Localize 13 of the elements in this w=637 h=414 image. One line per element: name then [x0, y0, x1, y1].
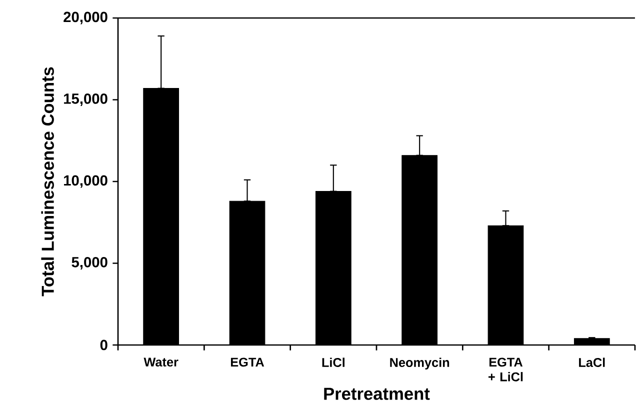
y-tick-label: 10,000	[64, 175, 108, 188]
x-tick-label: LaCl	[579, 358, 605, 368]
y-tick-label: 0	[100, 340, 108, 350]
x-tick-label: EGTA	[230, 358, 264, 367]
y-axis-title: Total Luminescence Counts	[41, 67, 54, 296]
y-tick-label: 15,000	[64, 94, 108, 106]
y-tick-label: 20,000	[64, 12, 108, 24]
x-tick-label: LiCl	[322, 358, 344, 368]
x-tick-label: EGTA + LiCl	[488, 358, 523, 382]
y-tick-label: 5,000	[72, 257, 108, 270]
x-tick-label: Water	[144, 358, 178, 367]
x-axis-title: Pretreatment	[324, 388, 430, 400]
x-tick-label: Neomycin	[390, 358, 450, 370]
